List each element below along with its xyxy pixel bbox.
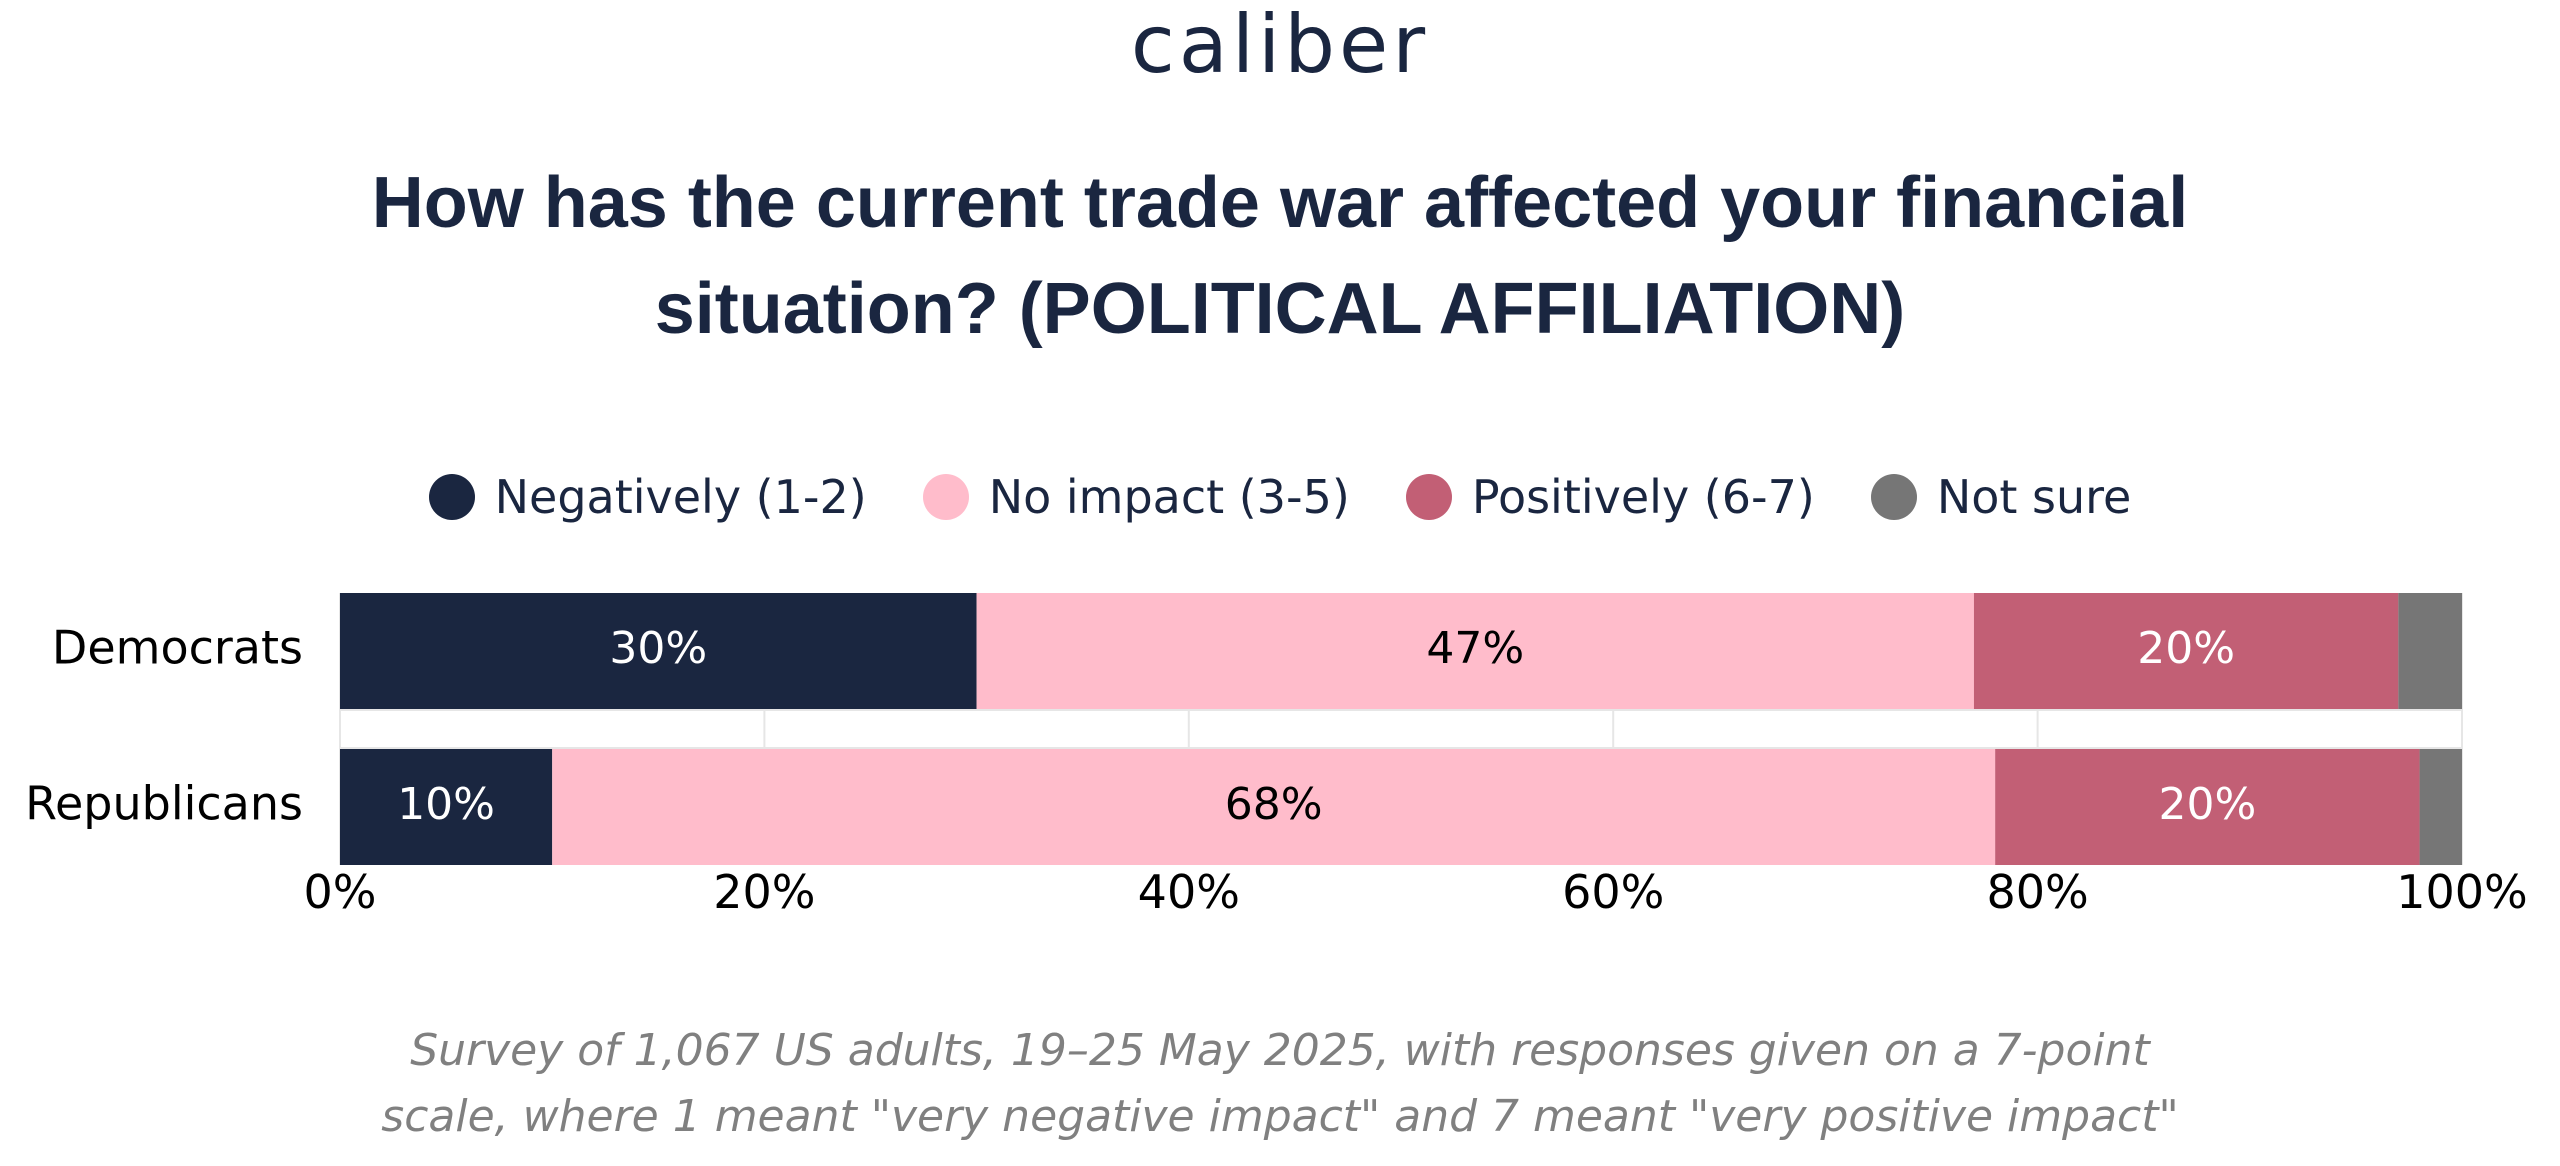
legend-item-not-sure: Not sure [1870, 470, 2132, 524]
data-label-republicans-negatively-1-2: 10% [397, 779, 495, 830]
legend-swatch-negatively [428, 474, 475, 520]
chart-title-line-1: How has the current trade war affected y… [371, 163, 2189, 243]
bar-democrats-not-sure [2398, 593, 2462, 709]
stacked-bar-chart: Democrats 30% 47% 20% Republicans 10% 68% 20% 0%… [25, 593, 2528, 919]
bar-democrats-positively-6-7 [1973, 593, 2399, 709]
brand-logo: caliber [1130, 0, 1430, 91]
category-label-democrats: Democrats [52, 621, 303, 675]
x-tick-label-60: 60% [1562, 865, 1664, 919]
x-tick-label-40: 40% [1138, 865, 1240, 919]
bar-republicans-no-impact-3-5 [552, 749, 1996, 865]
chart-title: How has the current trade war affected y… [0, 150, 2560, 362]
bar-republicans-positively-6-7 [1995, 749, 2420, 865]
legend-item-positively: Positively (6-7) [1405, 470, 1815, 524]
bar-republicans-not-sure [2419, 749, 2462, 865]
data-label-republicans-positively-6-7: 20% [2158, 779, 2256, 830]
legend-label-positively: Positively (6-7) [1471, 470, 1815, 524]
x-tick-label-80: 80% [1986, 865, 2088, 919]
bar-republicans-negatively-1-2 [340, 749, 553, 865]
footnote-line-2: scale, where 1 meant "very negative impa… [381, 1091, 2179, 1142]
x-tick-label-0: 0% [304, 865, 377, 919]
legend-label-no-impact: No impact (3-5) [988, 470, 1350, 524]
bar-democrats-negatively-1-2 [340, 593, 977, 709]
legend-swatch-positively [1405, 474, 1452, 520]
data-label-republicans-no-impact-3-5: 68% [1225, 779, 1323, 830]
legend-label-negatively: Negatively (1-2) [494, 470, 867, 524]
bar-democrats-no-impact-3-5 [976, 593, 1974, 709]
chart-legend: Negatively (1-2) No impact (3-5) Positiv… [0, 470, 2560, 524]
data-label-democrats-positively-6-7: 20% [2137, 623, 2235, 674]
x-tick-label-20: 20% [713, 865, 815, 919]
category-label-republicans: Republicans [25, 777, 303, 831]
chart-title-line-2: situation? (POLITICAL AFFILIATION) [654, 269, 1906, 349]
x-tick-label-100: 100% [2396, 865, 2528, 919]
chart-footnote: Survey of 1,067 US adults, 19–25 May 202… [0, 1018, 2560, 1150]
legend-item-no-impact: No impact (3-5) [922, 470, 1350, 524]
legend-label-not-sure: Not sure [1936, 470, 2132, 524]
footnote-line-1: Survey of 1,067 US adults, 19–25 May 202… [410, 1025, 2150, 1076]
legend-swatch-not-sure [1870, 474, 1917, 520]
legend-item-negatively: Negatively (1-2) [428, 470, 867, 524]
data-label-democrats-no-impact-3-5: 47% [1426, 623, 1524, 674]
legend-swatch-no-impact [922, 474, 969, 520]
data-label-democrats-negatively-1-2: 30% [609, 623, 707, 674]
